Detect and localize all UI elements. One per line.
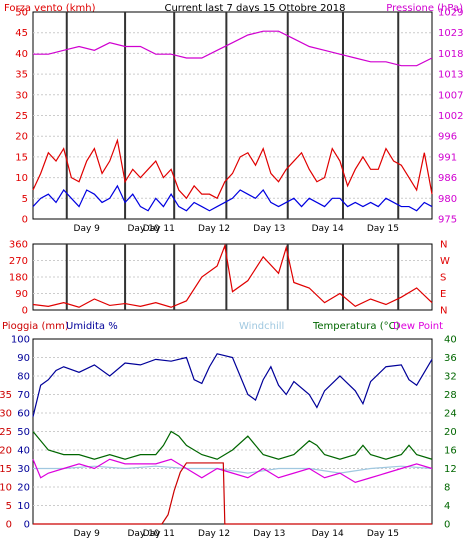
series-label: Temperatura (°C) bbox=[312, 321, 400, 332]
temp-tick-label: 12 bbox=[444, 464, 457, 475]
series-label: Windchill bbox=[239, 321, 284, 332]
humidity-tick-label: 40 bbox=[17, 446, 30, 457]
plot-frame bbox=[32, 338, 433, 525]
temp-tick-label: 4 bbox=[444, 501, 450, 512]
left-tick-label: 180 bbox=[9, 273, 28, 284]
rain-tick-label: 0 bbox=[6, 520, 12, 531]
right-tick-label: 1007 bbox=[438, 90, 463, 101]
compass-label: N bbox=[440, 306, 447, 317]
temp-tick-label: 40 bbox=[444, 335, 457, 346]
x-tick-label: Day 14 bbox=[312, 224, 344, 234]
series-windchill bbox=[33, 465, 433, 474]
rain-tick-label: 25 bbox=[0, 427, 12, 438]
x-tick-label: Day 15 bbox=[367, 529, 399, 539]
series-wind_avg bbox=[32, 184, 433, 212]
x-tick-label: Day 10 bbox=[127, 529, 159, 539]
rain-tick-label: 15 bbox=[0, 464, 12, 475]
x-tick-label: Day 11 bbox=[143, 529, 175, 539]
left-tick-label: 50 bbox=[15, 8, 28, 19]
x-tick-label: Day 14 bbox=[312, 529, 344, 539]
humidity-tick-label: 80 bbox=[17, 372, 30, 383]
x-tick-label: Day 12 bbox=[198, 224, 230, 234]
series-wind_gust bbox=[32, 138, 433, 200]
x-tick-label: Day 10 bbox=[127, 224, 159, 234]
x-tick-label: Day 13 bbox=[253, 224, 285, 234]
x-tick-label: Day 15 bbox=[367, 224, 399, 234]
humidity-tick-label: 10 bbox=[17, 501, 30, 512]
temp-tick-label: 36 bbox=[444, 353, 457, 364]
humidity-tick-label: 90 bbox=[17, 353, 30, 364]
wind-pressure-panel: Forza vento (kmh) Current last 7 days 15 … bbox=[4, 3, 463, 234]
chart-title: Current last 7 days 15 Ottobre 2018 bbox=[164, 3, 345, 14]
x-tick-label: Day 13 bbox=[253, 529, 285, 539]
right-tick-label: 986 bbox=[438, 173, 457, 184]
x-tick-label: Day 12 bbox=[198, 529, 230, 539]
compass-label: W bbox=[440, 256, 450, 267]
left-tick-label: 90 bbox=[15, 289, 28, 300]
series-temperature bbox=[32, 430, 433, 460]
x-tick-label: Day 9 bbox=[74, 529, 101, 539]
temp-tick-label: 28 bbox=[444, 390, 457, 401]
humidity-tick-label: 0 bbox=[24, 520, 30, 531]
humidity-tick-label: 60 bbox=[17, 409, 30, 420]
compass-label: N bbox=[440, 240, 447, 251]
left-tick-label: 0 bbox=[22, 306, 28, 317]
left-tick-label: 35 bbox=[15, 70, 28, 81]
left-tick-label: 0 bbox=[22, 215, 28, 226]
left-tick-label: 270 bbox=[9, 256, 28, 267]
temp-tick-label: 24 bbox=[444, 409, 457, 420]
series-label: Pioggia (mm) bbox=[2, 321, 69, 332]
humidity-tick-label: 100 bbox=[11, 335, 30, 346]
rain-tick-label: 20 bbox=[0, 446, 12, 457]
series-label: Umidita % bbox=[66, 321, 118, 332]
right-tick-label: 975 bbox=[438, 215, 457, 226]
right-tick-label: 1023 bbox=[438, 28, 463, 39]
humidity-tick-label: 70 bbox=[17, 390, 30, 401]
temp-tick-label: 8 bbox=[444, 483, 450, 494]
humidity-tick-label: 20 bbox=[17, 483, 30, 494]
rain-tick-label: 10 bbox=[0, 483, 12, 494]
left-tick-label: 30 bbox=[15, 90, 28, 101]
x-tick-label: Day 9 bbox=[74, 224, 101, 234]
temp-tick-label: 0 bbox=[444, 520, 450, 531]
series-dew_point bbox=[32, 458, 433, 484]
left-tick-label: 15 bbox=[15, 152, 28, 163]
rain-tick-label: 35 bbox=[0, 390, 12, 401]
right-tick-label: 996 bbox=[438, 132, 457, 143]
left-tick-label: 360 bbox=[9, 240, 28, 251]
left-axis-label: Forza vento (kmh) bbox=[4, 3, 96, 14]
temp-tick-label: 20 bbox=[444, 427, 457, 438]
compass-label: E bbox=[440, 289, 446, 300]
humidity-tick-label: 50 bbox=[17, 427, 30, 438]
rain-tick-label: 5 bbox=[6, 501, 12, 512]
x-tick-label: Day 11 bbox=[143, 224, 175, 234]
series-pressure bbox=[33, 30, 433, 67]
right-tick-label: 1018 bbox=[438, 49, 463, 60]
left-tick-label: 40 bbox=[15, 49, 28, 60]
series-label: Dew Point bbox=[393, 321, 443, 332]
right-tick-label: 1029 bbox=[438, 8, 463, 19]
right-tick-label: 1002 bbox=[438, 111, 463, 122]
temp-humidity-panel: Pioggia (mm)Umidita % Windchill Temperatur… bbox=[0, 321, 457, 539]
rain-tick-label: 30 bbox=[0, 409, 12, 420]
left-tick-label: 10 bbox=[15, 173, 28, 184]
series-humidity bbox=[32, 353, 433, 417]
compass-label: S bbox=[440, 273, 446, 284]
temp-tick-label: 16 bbox=[444, 446, 457, 457]
humidity-tick-label: 30 bbox=[17, 464, 30, 475]
series-wind_direction bbox=[32, 243, 433, 308]
left-tick-label: 5 bbox=[22, 194, 28, 205]
left-tick-label: 45 bbox=[15, 28, 28, 39]
right-tick-label: 991 bbox=[438, 152, 457, 163]
right-axis-label: Pressione (hPa) bbox=[386, 3, 463, 14]
right-tick-label: 1013 bbox=[438, 70, 463, 81]
right-tick-label: 980 bbox=[438, 194, 457, 205]
left-tick-label: 25 bbox=[15, 111, 28, 122]
temp-tick-label: 32 bbox=[444, 372, 457, 383]
left-tick-label: 20 bbox=[15, 132, 28, 143]
series-rain bbox=[33, 462, 432, 525]
